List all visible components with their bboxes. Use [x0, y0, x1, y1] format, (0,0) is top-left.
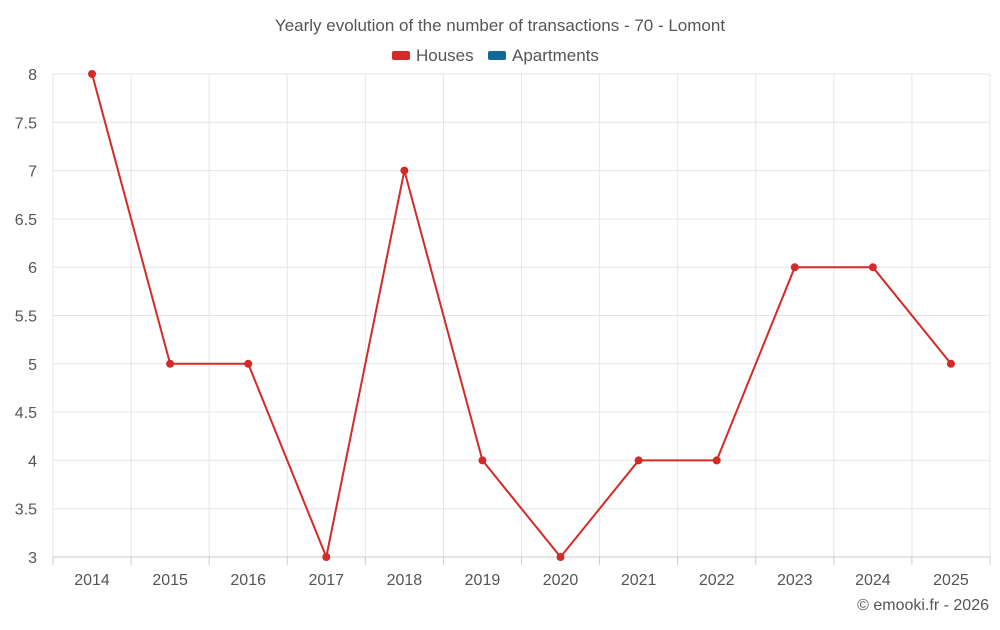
- data-point-houses-2016[interactable]: [244, 359, 253, 368]
- x-tick-label: 2023: [777, 572, 813, 589]
- series-houses: [88, 70, 955, 561]
- x-tick-label: 2020: [543, 572, 579, 589]
- data-point-houses-2017[interactable]: [322, 553, 331, 561]
- y-tick-label: 5: [28, 357, 37, 374]
- y-tick-label: 3.5: [15, 502, 37, 519]
- x-tick-label: 2022: [699, 572, 735, 589]
- legend-swatch-apartments: [488, 51, 506, 60]
- x-tick-label: 2015: [152, 572, 188, 589]
- x-tick-label: 2018: [387, 572, 423, 589]
- y-tick-label: 8: [28, 67, 37, 84]
- legend-swatch-houses: [392, 51, 410, 60]
- y-tick-label: 5.5: [15, 309, 37, 326]
- y-tick-label: 6.5: [15, 212, 37, 229]
- chart-title: Yearly evolution of the number of transa…: [275, 16, 725, 35]
- legend: Houses Apartments: [392, 46, 599, 65]
- x-tick-label: 2021: [621, 572, 657, 589]
- axes: 3 3.5 4 4.5 5 5.5 6 6.5 7 7.5 8 2014 2015 2016 2017 201…: [15, 67, 991, 589]
- y-tick-label: 7: [28, 164, 37, 181]
- x-tick-label: 2024: [855, 572, 891, 589]
- legend-item-houses[interactable]: Houses: [392, 46, 474, 65]
- data-point-houses-2018[interactable]: [400, 166, 409, 175]
- data-point-houses-2025[interactable]: [946, 359, 955, 368]
- legend-item-apartments[interactable]: Apartments: [488, 46, 599, 65]
- y-tick-label: 3: [28, 550, 37, 567]
- y-tick-label: 7.5: [15, 115, 37, 132]
- x-tick-label: 2019: [465, 572, 501, 589]
- grid: [52, 73, 991, 557]
- data-point-houses-2015[interactable]: [166, 359, 175, 368]
- x-tick-label: 2016: [230, 572, 266, 589]
- x-tick-label: 2017: [308, 572, 344, 589]
- data-point-houses-2023[interactable]: [790, 263, 799, 272]
- x-tick-label: 2025: [933, 572, 969, 589]
- data-point-houses-2024[interactable]: [868, 263, 877, 272]
- credit-text: © emooki.fr - 2026: [857, 597, 989, 614]
- y-tick-label: 4.5: [15, 405, 37, 422]
- x-tick-label: 2014: [74, 572, 110, 589]
- y-tick-label: 6: [28, 260, 37, 277]
- y-tick-label: 4: [28, 453, 37, 470]
- data-point-houses-2020[interactable]: [556, 553, 565, 561]
- data-point-houses-2014[interactable]: [88, 70, 97, 78]
- data-point-houses-2022[interactable]: [712, 456, 721, 465]
- data-point-houses-2019[interactable]: [478, 456, 487, 465]
- legend-label-apartments: Apartments: [512, 46, 599, 65]
- data-point-houses-2021[interactable]: [634, 456, 643, 465]
- series-line-houses: [91, 73, 952, 558]
- legend-label-houses: Houses: [416, 46, 474, 65]
